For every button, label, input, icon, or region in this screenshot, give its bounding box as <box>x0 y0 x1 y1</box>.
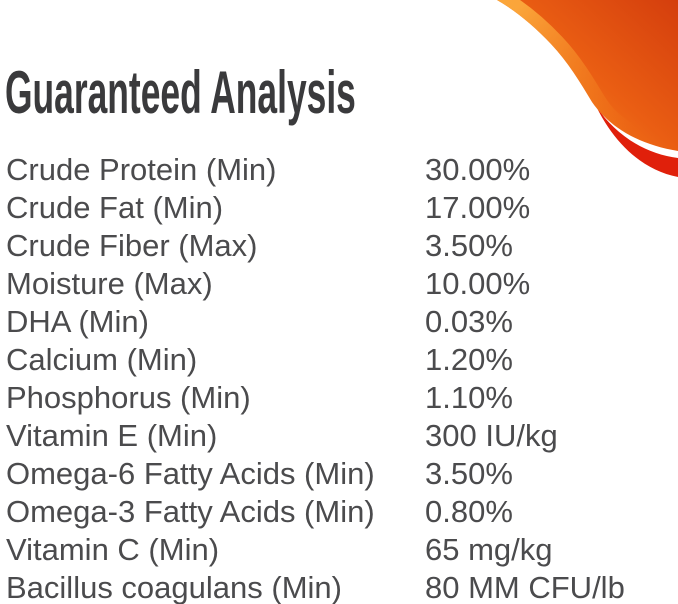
analysis-row: Crude Fat (Min) 17.00% <box>6 189 678 227</box>
nutrient-value: 3.50% <box>425 228 513 263</box>
nutrient-value: 17.00% <box>425 190 531 225</box>
nutrient-value: 1.20% <box>425 342 513 377</box>
nutrient-label: Bacillus coagulans (Min) <box>6 570 342 604</box>
nutrient-label: Phosphorus (Min) <box>6 380 251 415</box>
nutrient-value: 1.10% <box>425 380 513 415</box>
orange-swoosh-decoration <box>497 0 678 177</box>
nutrient-value: 0.03% <box>425 304 513 339</box>
nutrient-label: Crude Protein (Min) <box>6 152 277 187</box>
nutrient-label: Vitamin E (Min) <box>6 418 218 453</box>
nutrient-value: 0.80% <box>425 494 513 529</box>
analysis-row: Vitamin C (Min) 65 mg/kg <box>6 531 678 569</box>
analysis-row: Bacillus coagulans (Min) 80 MM CFU/lb <box>6 569 678 604</box>
nutrient-value: 30.00% <box>425 152 531 187</box>
nutrient-value: 3.50% <box>425 456 513 491</box>
analysis-row: Vitamin E (Min) 300 IU/kg <box>6 417 678 455</box>
analysis-row: Crude Protein (Min) 30.00% <box>6 151 678 189</box>
nutrient-value: 10.00% <box>425 266 531 301</box>
nutrient-label: Crude Fat (Min) <box>6 190 224 225</box>
nutrient-label: Omega-3 Fatty Acids (Min) <box>6 494 375 529</box>
nutrient-label: Crude Fiber (Max) <box>6 228 258 263</box>
analysis-row: Calcium (Min) 1.20% <box>6 341 678 379</box>
nutrient-label: Moisture (Max) <box>6 266 213 301</box>
analysis-row: Phosphorus (Min) 1.10% <box>6 379 678 417</box>
analysis-table: Crude Protein (Min) 30.00% Crude Fat (Mi… <box>6 151 678 604</box>
swoosh-red-underlay <box>596 106 678 177</box>
analysis-row: Omega-6 Fatty Acids (Min) 3.50% <box>6 455 678 493</box>
analysis-row: Crude Fiber (Max) 3.50% <box>6 227 678 265</box>
nutrient-value: 300 IU/kg <box>425 418 558 453</box>
nutrient-label: Calcium (Min) <box>6 342 198 377</box>
page-title: Guaranteed Analysis <box>5 59 356 126</box>
nutrient-label: DHA (Min) <box>6 304 149 339</box>
analysis-row: Omega-3 Fatty Acids (Min) 0.80% <box>6 493 678 531</box>
analysis-row: DHA (Min) 0.03% <box>6 303 678 341</box>
nutrient-value: 65 mg/kg <box>425 532 553 567</box>
nutrient-label: Omega-6 Fatty Acids (Min) <box>6 456 375 491</box>
nutrient-label: Vitamin C (Min) <box>6 532 220 567</box>
analysis-row: Moisture (Max) 10.00% <box>6 265 678 303</box>
nutrient-value: 80 MM CFU/lb <box>425 570 625 604</box>
